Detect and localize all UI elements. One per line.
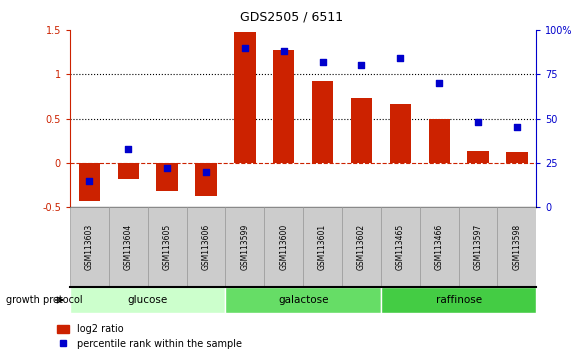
- Text: GSM113606: GSM113606: [202, 224, 210, 270]
- Point: [473, 119, 483, 125]
- Bar: [109, 207, 147, 287]
- Text: GSM113599: GSM113599: [240, 224, 250, 270]
- Text: GSM113465: GSM113465: [396, 224, 405, 270]
- Text: GSM113466: GSM113466: [435, 224, 444, 270]
- Text: growth protocol: growth protocol: [6, 295, 82, 305]
- Point: [434, 80, 444, 86]
- Bar: [118, 163, 139, 179]
- Bar: [420, 207, 459, 287]
- Text: GSM113605: GSM113605: [163, 224, 171, 270]
- Text: GSM113598: GSM113598: [512, 224, 521, 270]
- Bar: [70, 287, 226, 313]
- Bar: [195, 163, 217, 195]
- Text: GSM113601: GSM113601: [318, 224, 327, 270]
- Bar: [497, 207, 536, 287]
- Bar: [70, 207, 109, 287]
- Bar: [381, 207, 420, 287]
- Bar: [226, 207, 264, 287]
- Point: [512, 125, 522, 130]
- Bar: [156, 163, 178, 191]
- Bar: [429, 120, 450, 163]
- Bar: [147, 207, 187, 287]
- Bar: [506, 152, 528, 163]
- Point: [357, 63, 366, 68]
- Bar: [381, 287, 536, 313]
- Bar: [312, 80, 333, 163]
- Text: GSM113602: GSM113602: [357, 224, 366, 270]
- Bar: [226, 287, 381, 313]
- Bar: [389, 104, 411, 163]
- Text: galactose: galactose: [278, 295, 328, 305]
- Bar: [264, 207, 303, 287]
- Bar: [303, 207, 342, 287]
- Point: [279, 48, 289, 54]
- Bar: [79, 163, 100, 201]
- Text: GSM113603: GSM113603: [85, 224, 94, 270]
- Bar: [351, 98, 372, 163]
- Bar: [459, 207, 497, 287]
- Text: GDS2505 / 6511: GDS2505 / 6511: [240, 11, 343, 24]
- Bar: [273, 50, 294, 163]
- Bar: [468, 152, 489, 163]
- Text: GSM113600: GSM113600: [279, 224, 288, 270]
- Point: [396, 56, 405, 61]
- Point: [240, 45, 250, 51]
- Bar: [342, 207, 381, 287]
- Legend: log2 ratio, percentile rank within the sample: log2 ratio, percentile rank within the s…: [57, 324, 242, 349]
- Text: GSM113604: GSM113604: [124, 224, 133, 270]
- Point: [163, 165, 172, 171]
- Point: [85, 178, 94, 183]
- Text: glucose: glucose: [128, 295, 168, 305]
- Text: raffinose: raffinose: [436, 295, 482, 305]
- Bar: [234, 32, 255, 163]
- Point: [201, 169, 210, 175]
- Point: [124, 146, 133, 152]
- Text: GSM113597: GSM113597: [473, 224, 483, 270]
- Point: [318, 59, 327, 65]
- Bar: [187, 207, 226, 287]
